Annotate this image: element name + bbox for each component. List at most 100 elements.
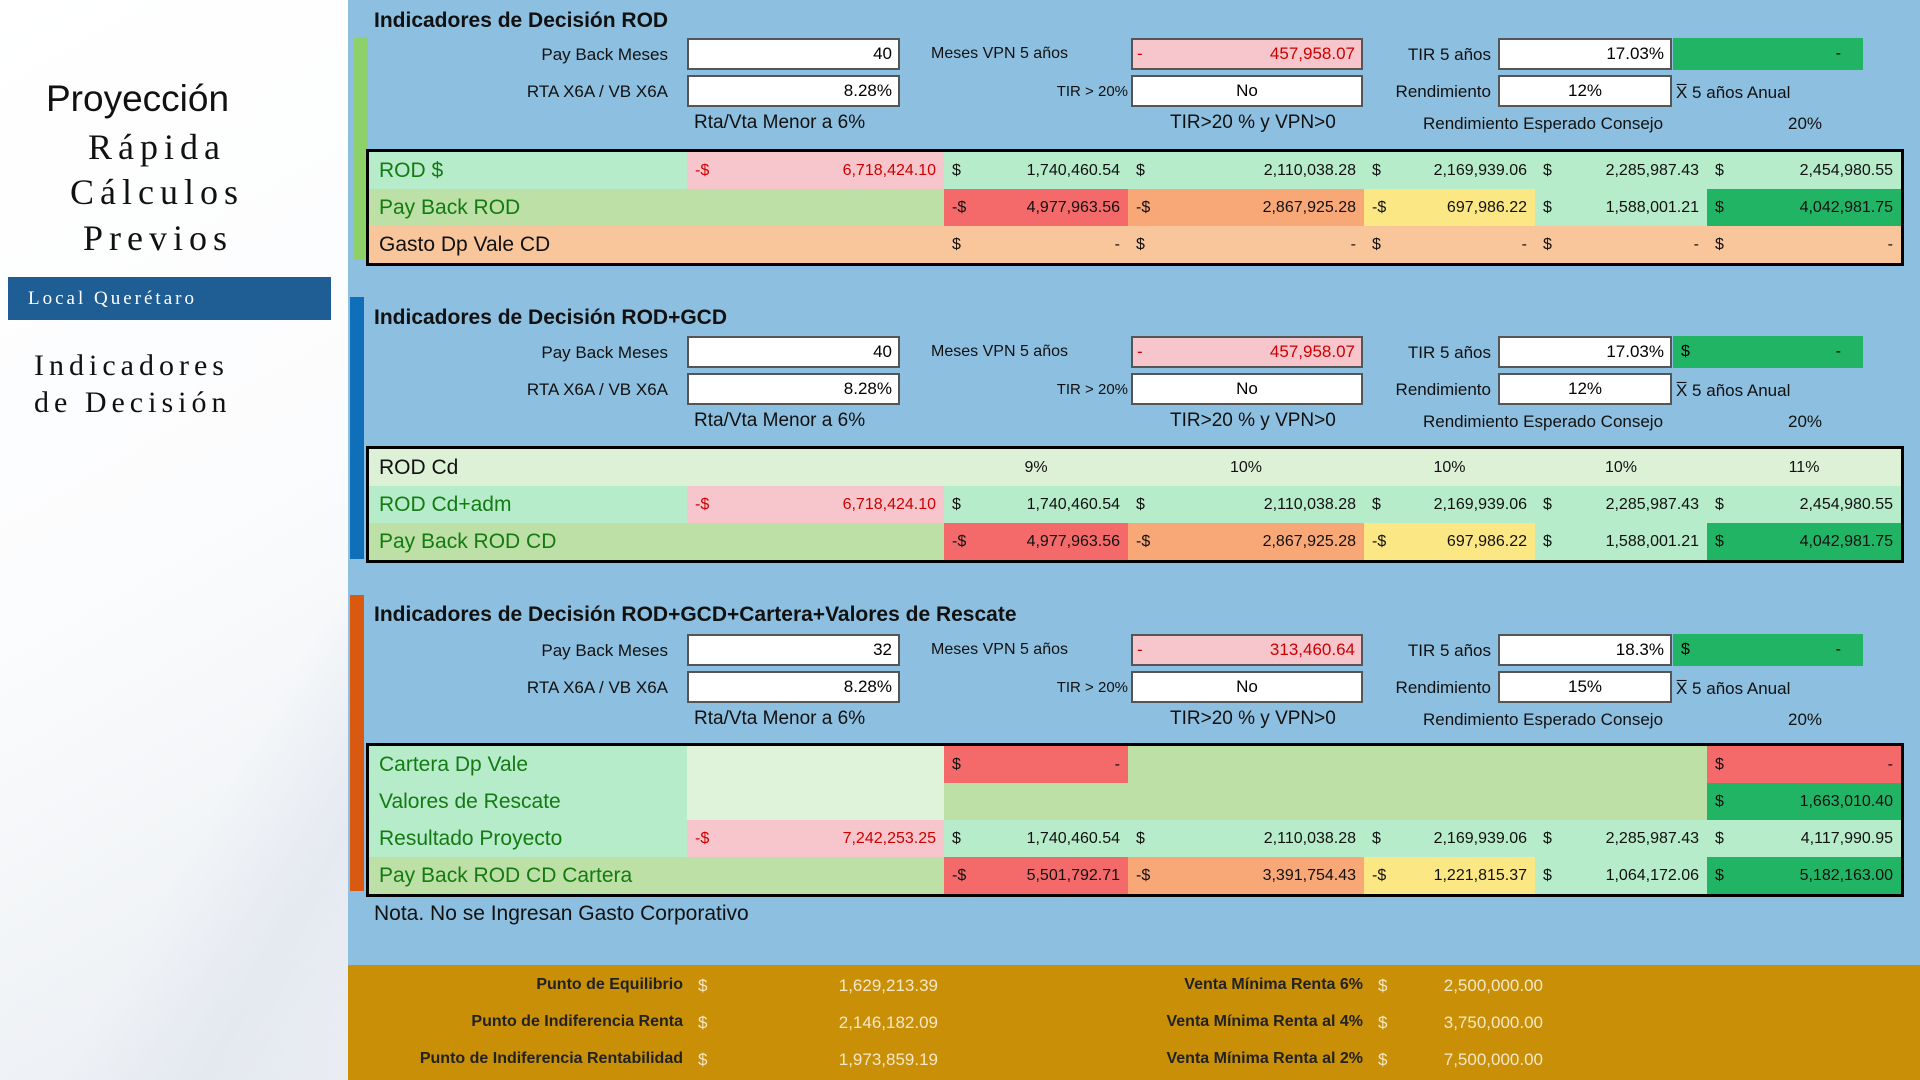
rend-field[interactable]: 12%: [1498, 75, 1672, 107]
rta-field[interactable]: 8.28%: [687, 75, 900, 107]
rend-field[interactable]: 15%: [1498, 671, 1672, 703]
x5-value: -: [1835, 641, 1841, 658]
table-cell: $ -: [1707, 226, 1901, 263]
vpn-label: Meses VPN 5 años: [931, 641, 1068, 658]
sidebar: Proyección Rápida Cálculos Previos Local…: [0, 0, 348, 1080]
vpn-sign: -: [1137, 44, 1143, 63]
cell-currency: $: [1543, 199, 1552, 216]
table-row: Pay Back ROD CD -$ 4,977,963.56 -$ 2,867,925…: [369, 523, 1901, 560]
cell-value: -: [1693, 236, 1699, 253]
x5-field[interactable]: $ -: [1673, 634, 1863, 666]
cell-value: -: [1350, 236, 1356, 253]
payback-field[interactable]: 40: [687, 38, 900, 70]
vpn-field[interactable]: - 457,958.07: [1131, 336, 1363, 368]
cell-currency: $: [1543, 162, 1552, 179]
cell-value: 4,977,963.56: [1026, 533, 1120, 550]
expected-return-label: Rendimiento Esperado Consejo: [1423, 710, 1664, 729]
cell-currency: -$: [952, 867, 967, 884]
footer-value: 1,629,213.39: [838, 976, 938, 995]
tir5-field[interactable]: 17.03%: [1498, 336, 1672, 368]
table-cell: [944, 783, 1707, 820]
table-cell: -$ 697,986.22: [1364, 189, 1535, 226]
footer-currency: $: [698, 1050, 708, 1069]
tir5-field[interactable]: 18.3%: [1498, 634, 1672, 666]
x5-value: -: [1835, 343, 1841, 360]
cell-currency: $: [952, 830, 961, 847]
cell-value: -: [1114, 236, 1120, 253]
table-cell: $ -: [1128, 226, 1364, 263]
table-cell: $1,740,460.54: [944, 152, 1128, 189]
rend-field[interactable]: 12%: [1498, 373, 1672, 405]
section-title: Indicadores de Decisión ROD: [374, 9, 669, 32]
cell-value: 2,454,980.55: [1799, 162, 1893, 179]
cell-value: 1,740,460.54: [1026, 496, 1120, 513]
vpn-value: 457,958.07: [1269, 342, 1355, 361]
rta-field[interactable]: 8.28%: [687, 373, 900, 405]
table-cell: [687, 189, 944, 226]
table-cell: -$ 2,867,925.28: [1128, 523, 1364, 560]
table-cell: $ -: [1364, 226, 1535, 263]
expected-return-value: 20%: [1788, 412, 1823, 431]
table-cell: $2,285,987.43: [1535, 820, 1707, 857]
cell-currency: $: [952, 236, 961, 253]
table-cell: $1,740,460.54: [944, 820, 1128, 857]
table-cell: $ -: [1707, 746, 1901, 783]
rta-field[interactable]: 8.28%: [687, 671, 900, 703]
rta-label: RTA X6A / VB X6A: [526, 678, 668, 697]
vpn-sign: -: [1137, 640, 1143, 659]
table-row: ROD Cd+adm -$ 6,718,424.10 $1,740,460.54 $2,…: [369, 486, 1901, 523]
cell-value: 1,064,172.06: [1605, 867, 1699, 884]
footer-value: 2,146,182.09: [838, 1013, 938, 1032]
cell-currency: $: [1715, 496, 1724, 513]
cell-currency: $: [1372, 830, 1381, 847]
tir-threshold: TIR>20 % y VPN>0: [1170, 112, 1336, 133]
payback-field[interactable]: 40: [687, 336, 900, 368]
cell-currency: -$: [1372, 867, 1387, 884]
tir20-field[interactable]: No: [1131, 373, 1363, 405]
cell-value: 4,042,981.75: [1799, 533, 1893, 550]
table-cell: $ -: [1535, 226, 1707, 263]
vpn-label: Meses VPN 5 años: [931, 45, 1068, 62]
x5-field[interactable]: $ -: [1673, 336, 1863, 368]
cell-value: 2,867,925.28: [1262, 533, 1356, 550]
cell-value: 2,110,038.28: [1263, 162, 1356, 179]
cell-value: 2,867,925.28: [1262, 199, 1356, 216]
table-cell: $1,663,010.40: [1707, 783, 1901, 820]
row-label: Pay Back ROD: [369, 189, 687, 226]
tir5-field[interactable]: 17.03%: [1498, 38, 1672, 70]
table-cell: $2,285,987.43: [1535, 152, 1707, 189]
table-row: Pay Back ROD -$ 4,977,963.56 -$ 2,867,925.28…: [369, 189, 1901, 226]
cell-currency: $: [1543, 236, 1552, 253]
cell-value: 1,740,460.54: [1026, 830, 1120, 847]
cell-value: -: [1521, 236, 1527, 253]
table-cell: [687, 523, 944, 560]
tir5-label: TIR 5 años: [1407, 343, 1491, 362]
cell-currency: -$: [1136, 199, 1151, 216]
row-label: ROD Cd: [379, 456, 459, 479]
cell-value: -: [1887, 236, 1893, 253]
cell-value: 7,242,253.25: [842, 830, 936, 847]
row-label: Valores de Rescate: [369, 783, 687, 820]
cell-value: 4,117,990.95: [1800, 830, 1893, 847]
table-row: Valores de Rescate $1,663,010.40: [369, 783, 1901, 820]
tir20-field[interactable]: No: [1131, 671, 1363, 703]
row-label: ROD Cd+adm: [369, 486, 687, 523]
payback-field[interactable]: 32: [687, 634, 900, 666]
cell-currency: $: [952, 756, 961, 773]
cell-value: 2,169,939.06: [1433, 830, 1527, 847]
cell-value: 2,110,038.28: [1263, 830, 1356, 847]
section-bar-blue: [350, 297, 364, 559]
cell-currency: $: [1372, 496, 1381, 513]
cell-currency: -$: [1372, 199, 1387, 216]
table-cell: -$ 7,242,253.25: [687, 820, 944, 857]
vpn-field[interactable]: - 457,958.07: [1131, 38, 1363, 70]
cell-currency: $: [1715, 533, 1724, 550]
vpn-field[interactable]: - 313,460.64: [1131, 634, 1363, 666]
location-banner[interactable]: Local Querétaro: [8, 277, 331, 320]
rta-label: RTA X6A / VB X6A: [526, 380, 668, 399]
tir20-field[interactable]: No: [1131, 75, 1363, 107]
tir5-label: TIR 5 años: [1407, 641, 1491, 660]
x5-field[interactable]: -: [1673, 38, 1863, 70]
cell-value: 2,169,939.06: [1433, 162, 1527, 179]
cell-currency: $: [1136, 496, 1145, 513]
